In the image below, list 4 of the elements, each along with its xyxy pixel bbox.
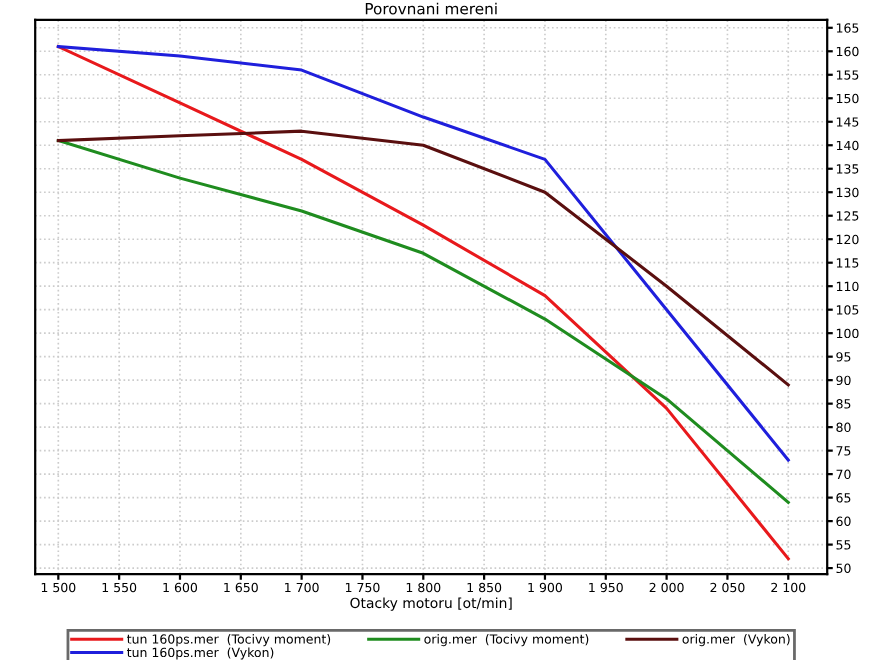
line-series xyxy=(56,45,790,462)
line-series xyxy=(56,139,790,504)
line-series xyxy=(56,45,790,561)
line-series xyxy=(56,129,790,387)
